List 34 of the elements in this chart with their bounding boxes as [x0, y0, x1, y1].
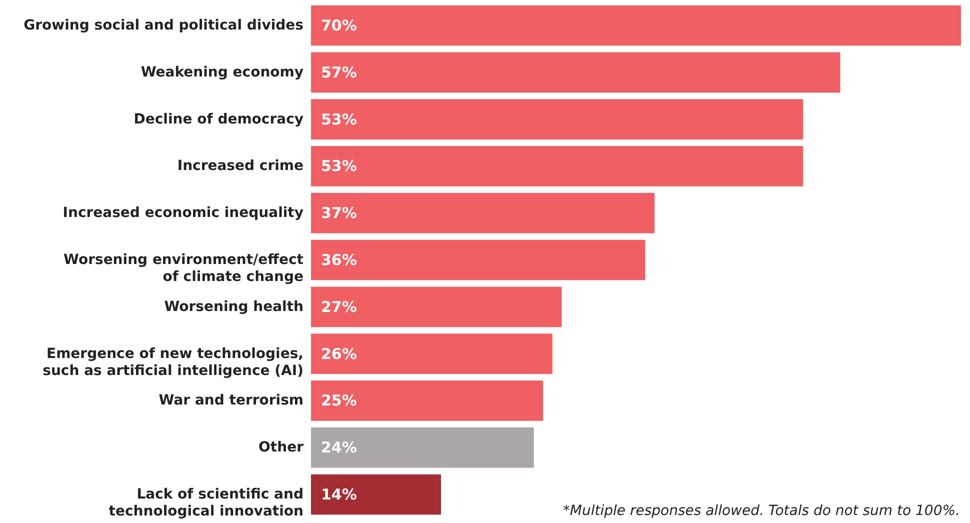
y-tick-label: Lack of scientific and technological innovation — [108, 486, 304, 520]
y-tick-label: Worsening environment/effect of climate change — [64, 252, 304, 285]
bar — [311, 474, 441, 515]
bar — [311, 5, 961, 46]
y-tick-label: Increased crime — [177, 158, 304, 174]
data-label: 25% — [321, 392, 357, 410]
data-label: 26% — [321, 344, 357, 363]
bar — [311, 99, 804, 140]
bar — [311, 146, 804, 186]
y-tick-label: Growing social and political divides — [24, 18, 304, 34]
bar — [311, 240, 646, 280]
data-label: 14% — [321, 485, 357, 504]
data-label: 36% — [321, 251, 357, 269]
bar — [311, 427, 534, 468]
data-label: 27% — [321, 298, 357, 316]
data-label: 24% — [321, 438, 357, 457]
bar — [311, 286, 562, 328]
data-label: 37% — [321, 204, 357, 222]
y-tick-label: Weakening economy — [140, 64, 304, 80]
bar — [311, 380, 544, 421]
y-tick-label: Increased economic inequality — [62, 205, 304, 222]
y-tick-label: War and terrorism — [158, 392, 304, 409]
y-tick-label: Worsening health — [164, 298, 304, 315]
data-label: 57% — [321, 63, 357, 82]
y-tick-label: Other — [258, 440, 304, 456]
bar — [311, 192, 655, 234]
annotation: *Multiple responses allowed. Totals do not sum to 100%. — [562, 503, 960, 519]
y-tick-label: Decline of democracy — [134, 111, 304, 128]
data-label: 70% — [321, 16, 357, 35]
bar — [311, 52, 840, 93]
bar — [311, 334, 552, 374]
data-label: 53% — [321, 157, 357, 176]
y-tick-label: Emergence of new technologies, such as artificial intelligence (AI) — [42, 346, 304, 379]
data-label: 53% — [321, 110, 357, 128]
